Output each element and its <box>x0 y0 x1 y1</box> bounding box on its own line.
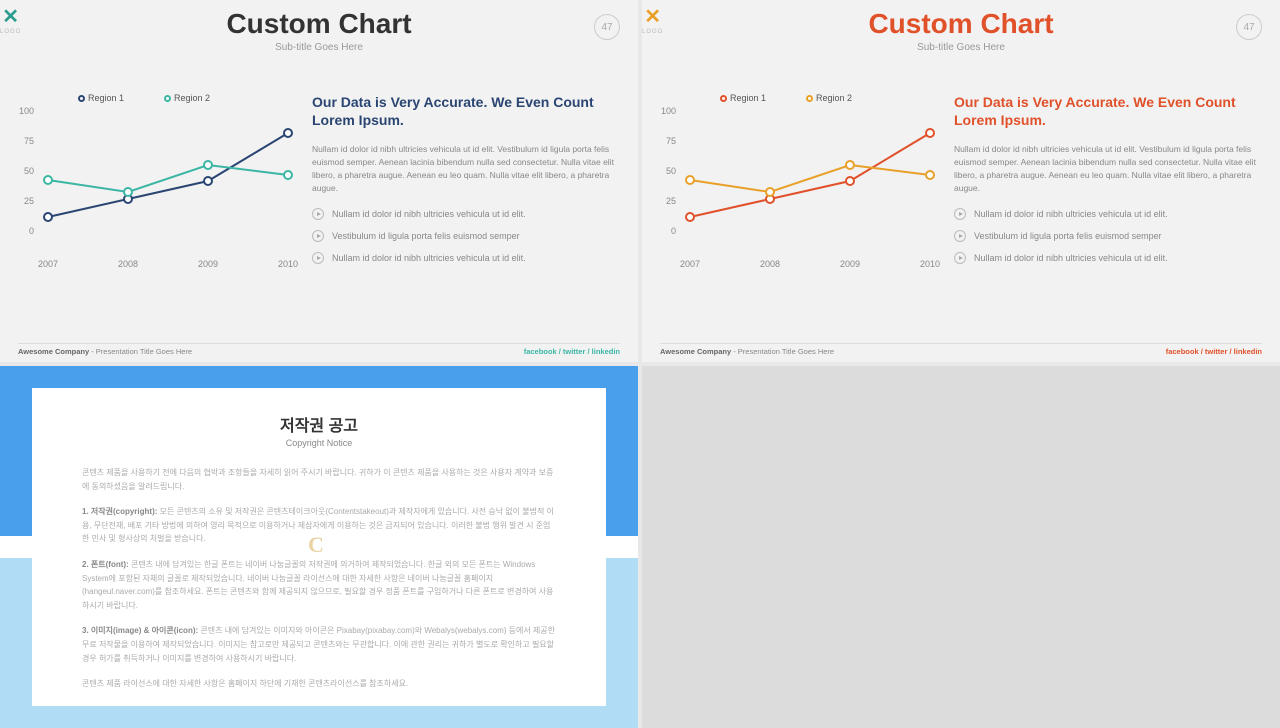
slide-2: ✕ LOGO Custom Chart Sub-title Goes Here … <box>642 0 1280 362</box>
chart-plot: 0 25 50 75 100 2007 2008 2009 2010 <box>680 121 940 241</box>
legend-label: Region 2 <box>174 93 210 103</box>
y-tick: 100 <box>658 106 676 116</box>
chart-plot: 0 25 50 75 100 2007 2008 2009 2010 <box>38 121 298 241</box>
play-icon <box>954 252 966 264</box>
y-tick: 50 <box>658 166 676 176</box>
play-icon <box>312 208 324 220</box>
slide-subtitle: Sub-title Goes Here <box>660 42 1262 53</box>
slide-3: 저작권 공고 Copyright Notice 콘텐츠 제품을 사용하기 전에 … <box>0 366 638 728</box>
legend-item-1: Region 1 <box>78 93 124 103</box>
bullet-item: Nullam id dolor id nibh ultricies vehicu… <box>312 252 620 264</box>
y-tick: 50 <box>16 166 34 176</box>
x-tick: 2010 <box>920 259 940 269</box>
bullet-item: Vestibulum id ligula porta felis euismod… <box>312 230 620 242</box>
chart-legend: Region 1 Region 2 <box>720 93 940 103</box>
bullet-list: Nullam id dolor id nibh ultricies vehicu… <box>312 208 620 264</box>
chart-legend: Region 1 Region 2 <box>78 93 298 103</box>
bullet-text: Nullam id dolor id nibh ultricies vehicu… <box>332 209 526 219</box>
page-number: 47 <box>594 14 620 40</box>
bullet-item: Nullam id dolor id nibh ultricies vehicu… <box>954 208 1262 220</box>
copyright-para: 2. 폰트(font): 콘텐츠 내에 담겨있는 한글 폰트는 네이버 나눔글꼴… <box>82 558 556 612</box>
bullet-list: Nullam id dolor id nibh ultricies vehicu… <box>954 208 1262 264</box>
slide-1: ✕ LOGO Custom Chart Sub-title Goes Here … <box>0 0 638 362</box>
body-text: Nullam id dolor id nibh ultricies vehicu… <box>312 143 620 194</box>
slide-footer: Awesome Company - Presentation Title Goe… <box>660 343 1262 356</box>
slide-header: Custom Chart Sub-title Goes Here 47 <box>660 8 1262 53</box>
bullet-item: Vestibulum id ligula porta felis euismod… <box>954 230 1262 242</box>
play-icon <box>954 208 966 220</box>
empty-cell <box>642 366 1280 728</box>
x-tick: 2008 <box>118 259 138 269</box>
x-tick: 2008 <box>760 259 780 269</box>
y-tick: 0 <box>658 226 676 236</box>
legend-label: Region 1 <box>88 93 124 103</box>
slide-header: Custom Chart Sub-title Goes Here 47 <box>18 8 620 53</box>
bullet-text: Nullam id dolor id nibh ultricies vehicu… <box>974 209 1168 219</box>
y-tick: 25 <box>658 196 676 206</box>
page-number: 47 <box>1236 14 1262 40</box>
y-tick: 75 <box>658 136 676 146</box>
y-tick: 0 <box>16 226 34 236</box>
headline: Our Data is Very Accurate. We Even Count… <box>954 93 1262 129</box>
slide-title: Custom Chart <box>660 8 1262 40</box>
y-tick: 100 <box>16 106 34 116</box>
copyright-para: 3. 이미지(image) & 아이콘(icon): 콘텐츠 내에 담겨있는 이… <box>82 624 556 665</box>
play-icon <box>312 230 324 242</box>
chart-svg <box>680 121 940 241</box>
slide-title: Custom Chart <box>18 8 620 40</box>
x-tick: 2009 <box>198 259 218 269</box>
copyright-title: 저작권 공고 <box>82 412 556 436</box>
copyright-card: 저작권 공고 Copyright Notice 콘텐츠 제품을 사용하기 전에 … <box>32 388 606 706</box>
line-chart: Region 1 Region 2 0 25 50 75 100 <box>18 93 298 274</box>
legend-label: Region 1 <box>730 93 766 103</box>
play-icon <box>954 230 966 242</box>
bullet-item: Nullam id dolor id nibh ultricies vehicu… <box>312 208 620 220</box>
bullet-item: Nullam id dolor id nibh ultricies vehicu… <box>954 252 1262 264</box>
footer-social: facebook / twitter / linkedin <box>1166 347 1262 356</box>
legend-item-1: Region 1 <box>720 93 766 103</box>
chart-svg <box>38 121 298 241</box>
copyright-para: 콘텐츠 제품을 사용하기 전에 다음의 협박과 조항들을 자세히 읽어 주시기 … <box>82 466 556 493</box>
copyright-subtitle: Copyright Notice <box>82 438 556 448</box>
bullet-text: Nullam id dolor id nibh ultricies vehicu… <box>974 253 1168 263</box>
bullet-text: Nullam id dolor id nibh ultricies vehicu… <box>332 253 526 263</box>
x-tick: 2009 <box>840 259 860 269</box>
watermark-icon: C <box>308 532 330 562</box>
x-tick: 2010 <box>278 259 298 269</box>
line-chart: Region 1 Region 2 0 25 50 75 100 <box>660 93 940 274</box>
bullet-text: Vestibulum id ligula porta felis euismod… <box>332 231 520 241</box>
x-tick: 2007 <box>680 259 700 269</box>
y-tick: 25 <box>16 196 34 206</box>
body-text: Nullam id dolor id nibh ultricies vehicu… <box>954 143 1262 194</box>
slide-subtitle: Sub-title Goes Here <box>18 42 620 53</box>
x-tick: 2007 <box>38 259 58 269</box>
slide-footer: Awesome Company - Presentation Title Goe… <box>18 343 620 356</box>
copyright-para: 콘텐츠 제품 라이선스에 대한 자세한 사항은 홈페이지 하단에 기재한 콘텐츠… <box>82 677 556 691</box>
bullet-text: Vestibulum id ligula porta felis euismod… <box>974 231 1162 241</box>
footer-left: Awesome Company - Presentation Title Goe… <box>660 347 834 356</box>
legend-label: Region 2 <box>816 93 852 103</box>
headline: Our Data is Very Accurate. We Even Count… <box>312 93 620 129</box>
play-icon <box>312 252 324 264</box>
footer-social: facebook / twitter / linkedin <box>524 347 620 356</box>
footer-left: Awesome Company - Presentation Title Goe… <box>18 347 192 356</box>
legend-item-2: Region 2 <box>164 93 210 103</box>
y-tick: 75 <box>16 136 34 146</box>
legend-item-2: Region 2 <box>806 93 852 103</box>
